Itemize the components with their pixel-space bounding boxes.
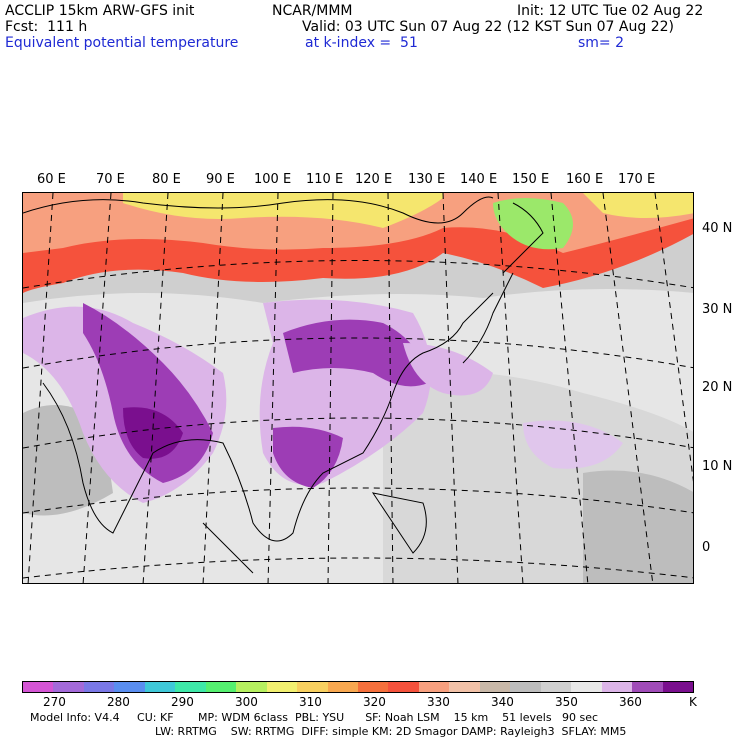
colorbar-swatch (479, 682, 511, 692)
pacific-light-purple (523, 420, 623, 469)
china-mid-purple (283, 319, 428, 387)
yellow-patch (123, 193, 443, 228)
model-info-line2: LW: RRTMG SW: RRTMG DIFF: simple KM: 2D … (155, 725, 627, 738)
lat-label: 20 N (702, 380, 733, 395)
lon-label: 120 E (355, 172, 393, 187)
colorbar-swatch (297, 682, 328, 692)
weather-map (22, 192, 694, 584)
colorbar-tick-label: 320 (363, 695, 386, 709)
colorbar-swatch (205, 682, 237, 692)
colorbar-tick-label: 330 (427, 695, 450, 709)
valid-time: Valid: 03 UTC Sun 07 Aug 22 (12 KST Sun … (302, 19, 674, 35)
colorbar-swatch (357, 682, 389, 692)
lat-label: 0 (702, 540, 711, 555)
coastlines (23, 196, 544, 574)
colorbar-swatch (53, 682, 84, 692)
colorbar-swatch (662, 682, 693, 692)
model-info-line1: Model Info: V4.4 CU: KF MP: WDM 6class P… (30, 711, 599, 724)
colorbar-swatch (114, 682, 145, 692)
init-time: Init: 12 UTC Tue 02 Aug 22 (517, 3, 704, 19)
lon-label: 70 E (96, 172, 125, 187)
institution-label: NCAR/MMM (272, 3, 353, 19)
pacific-grey-region (583, 470, 693, 583)
colorbar-tick-label: 280 (107, 695, 130, 709)
level-index: at k-index = 51 (305, 35, 418, 51)
india-dark-purple (123, 407, 183, 459)
lon-label: 130 E (408, 172, 446, 187)
lon-label: 160 E (566, 172, 604, 187)
lon-label: 110 E (306, 172, 344, 187)
colorbar-tick-label: 340 (491, 695, 514, 709)
colorbar-tick-label: 300 (235, 695, 258, 709)
lon-label: 60 E (37, 172, 66, 187)
colorbar-tick-label: 350 (555, 695, 578, 709)
map-svg (23, 193, 693, 583)
colorbar-swatch (236, 682, 267, 692)
colorbar-swatch (388, 682, 419, 692)
lon-label: 150 E (512, 172, 550, 187)
lon-label: 100 E (254, 172, 292, 187)
colorbar-swatch (83, 682, 115, 692)
indochina-mid-purple (273, 426, 343, 488)
colorbar (22, 681, 694, 693)
colorbar-unit: K (689, 695, 697, 709)
yellow-patch-east (583, 193, 693, 218)
lat-label: 30 N (702, 302, 733, 317)
field-name: Equivalent potential temperature (5, 35, 239, 51)
colorbar-swatch (510, 682, 541, 692)
lat-label: 10 N (702, 459, 733, 474)
colorbar-swatch (418, 682, 450, 692)
colorbar-swatch (571, 682, 602, 692)
smoothing-value: sm= 2 (578, 35, 625, 51)
colorbar-tick-label: 290 (171, 695, 194, 709)
lon-label: 170 E (618, 172, 656, 187)
forecast-hour: Fcst: 111 h (5, 19, 88, 35)
lon-label: 80 E (152, 172, 181, 187)
colorbar-tick-label: 360 (619, 695, 642, 709)
japan-light-purple (403, 343, 493, 396)
lat-label: 40 N (702, 221, 733, 236)
colorbar-swatch (540, 682, 572, 692)
model-title: ACCLIP 15km ARW-GFS init (5, 3, 195, 19)
colorbar-swatch (601, 682, 633, 692)
lon-label: 90 E (206, 172, 235, 187)
colorbar-tick-label: 310 (299, 695, 322, 709)
colorbar-swatch (23, 682, 54, 692)
lon-label: 140 E (460, 172, 498, 187)
colorbar-swatch (266, 682, 298, 692)
colorbar-swatch (144, 682, 176, 692)
colorbar-swatch (175, 682, 206, 692)
colorbar-tick-label: 270 (43, 695, 66, 709)
colorbar-swatch (632, 682, 663, 692)
green-patch (493, 198, 573, 250)
colorbar-swatch (449, 682, 480, 692)
colorbar-swatch (327, 682, 358, 692)
